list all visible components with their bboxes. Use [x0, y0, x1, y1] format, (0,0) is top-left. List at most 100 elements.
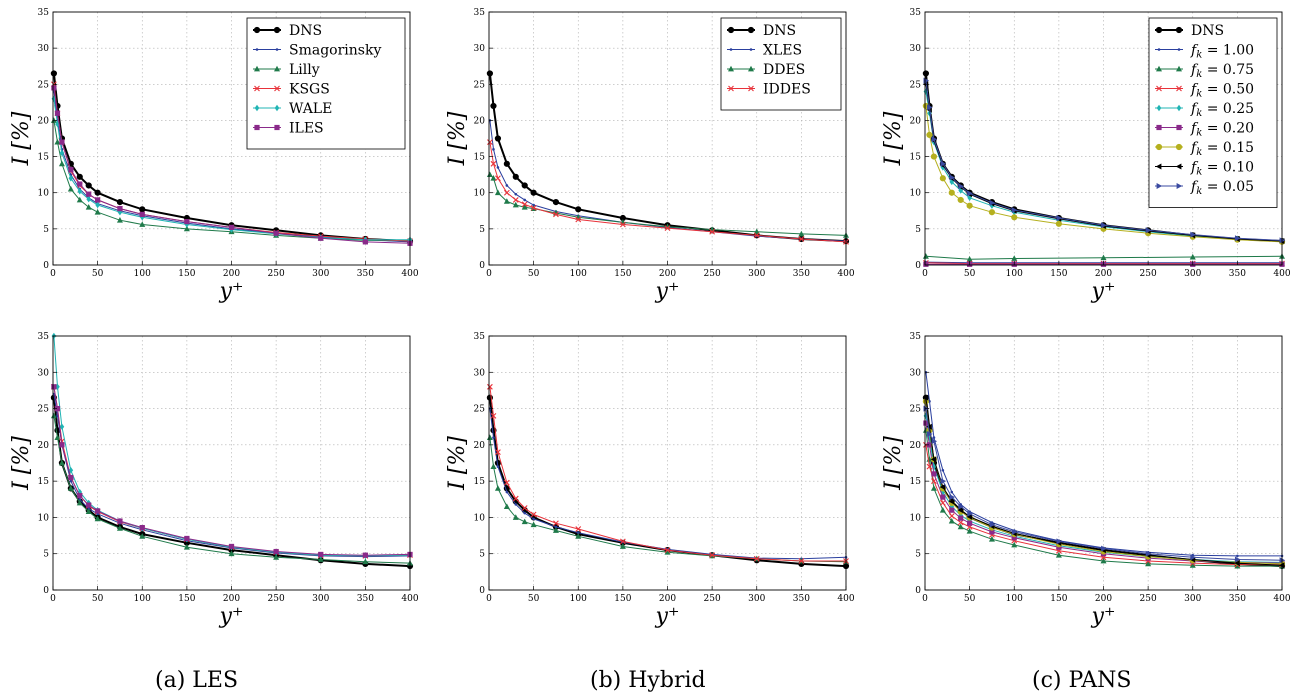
legend-entry-ddes: DDES [727, 62, 805, 78]
data-point [575, 216, 582, 223]
data-point [957, 196, 964, 204]
legend-entry-f-k-1-00: fk = 1.00 [1155, 43, 1254, 61]
data-point [1056, 215, 1063, 222]
data-point [1055, 220, 1062, 227]
data-point [490, 412, 497, 419]
data-point [139, 524, 145, 531]
series-smagorinsky [52, 392, 412, 558]
caption-hybrid: (b) Hybrid [590, 668, 706, 693]
legend-marker [1176, 65, 1182, 72]
data-point [1011, 541, 1018, 548]
x-tick-label: 200 [659, 269, 676, 279]
legend-label: fk = 0.50 [1190, 82, 1254, 100]
legend-label: fk = 1.00 [1190, 43, 1254, 61]
data-point [512, 495, 519, 502]
x-tick-label: 0 [922, 594, 928, 604]
y-tick-label: 5 [43, 550, 49, 560]
data-point [228, 550, 235, 557]
x-axis-label: y⁺ [218, 279, 243, 304]
x-tick-label: 250 [704, 269, 721, 279]
data-point [958, 183, 964, 190]
data-point [575, 526, 582, 532]
data-point [530, 189, 537, 196]
series-line [925, 444, 1282, 566]
legend-entry-f-k-0-10: fk = 0.10 [1155, 160, 1254, 178]
data-point [753, 228, 760, 235]
data-point [58, 160, 65, 167]
data-point [86, 196, 91, 203]
data-point [505, 184, 509, 187]
data-point [95, 508, 101, 514]
data-point [950, 490, 954, 494]
data-point [503, 160, 510, 167]
data-point [930, 485, 937, 491]
panel-hybrid-bottom: 0 50 100 150 200 250 300 350 400 0 5 10 15 20 25 30 35 y⁺… [445, 332, 855, 629]
data-point [273, 230, 279, 236]
data-point [139, 206, 146, 213]
data-point [1145, 550, 1152, 557]
data-point [94, 515, 101, 522]
data-point [939, 175, 946, 182]
data-point [487, 139, 493, 146]
data-point [50, 117, 57, 123]
data-point [989, 521, 996, 528]
panel-les-top: 0 50 100 150 200 250 300 350 400 0 5 10 15 20 25 30 35 y⁺… [9, 8, 419, 304]
y-tick-label: 10 [474, 513, 486, 523]
data-point [95, 201, 100, 209]
data-point [941, 468, 945, 472]
data-point [68, 474, 74, 481]
data-point [139, 211, 145, 217]
y-tick-label: 35 [38, 8, 50, 18]
x-tick-label: 400 [837, 269, 854, 279]
legend-entry-dns: DNS [253, 23, 322, 39]
data-point [116, 525, 123, 531]
data-point [1100, 557, 1107, 564]
data-point [1145, 560, 1152, 567]
data-point [486, 171, 493, 178]
legend-label: fk = 0.15 [1190, 140, 1254, 158]
x-tick-label: 100 [570, 269, 587, 279]
data-point [798, 558, 805, 564]
data-point [50, 412, 57, 419]
x-tick-label: 150 [614, 594, 631, 604]
series-line [53, 415, 411, 564]
series-line [53, 394, 411, 558]
y-tick-label: 25 [38, 80, 50, 90]
y-axis-label: I [%] [9, 111, 34, 166]
data-point [930, 456, 937, 463]
y-axis-label: I [%] [881, 111, 906, 166]
data-point [86, 191, 92, 197]
data-point [988, 536, 995, 542]
legend-label: fk = 0.10 [1190, 160, 1254, 178]
data-point [521, 505, 528, 511]
x-tick-label: 100 [134, 269, 151, 279]
data-point [490, 160, 497, 167]
series-fk075 [922, 427, 1285, 569]
y-tick-label: 5 [915, 550, 921, 560]
y-tick-label: 25 [910, 80, 922, 90]
data-point [362, 558, 369, 565]
x-tick-label: 350 [357, 269, 374, 279]
y-tick-label: 10 [910, 189, 922, 199]
data-point [619, 543, 626, 549]
data-point [948, 498, 955, 505]
data-point [798, 230, 805, 237]
y-tick-label: 35 [474, 8, 486, 18]
series-wale [51, 332, 413, 560]
data-point [1101, 222, 1107, 229]
data-point [1236, 554, 1239, 558]
series-dns [922, 394, 1286, 570]
legend-marker [1156, 85, 1162, 92]
data-point [51, 85, 57, 91]
x-tick-label: 300 [312, 594, 329, 604]
data-point [957, 507, 964, 514]
y-tick-label: 20 [38, 116, 50, 126]
data-point [1011, 535, 1017, 541]
series-xles [488, 407, 848, 561]
y-tick-label: 20 [38, 441, 50, 451]
data-point [59, 423, 65, 430]
x-tick-label: 250 [1140, 269, 1157, 279]
y-axis-label: I [%] [9, 436, 34, 491]
data-point [68, 166, 74, 173]
x-tick-label: 300 [748, 594, 765, 604]
